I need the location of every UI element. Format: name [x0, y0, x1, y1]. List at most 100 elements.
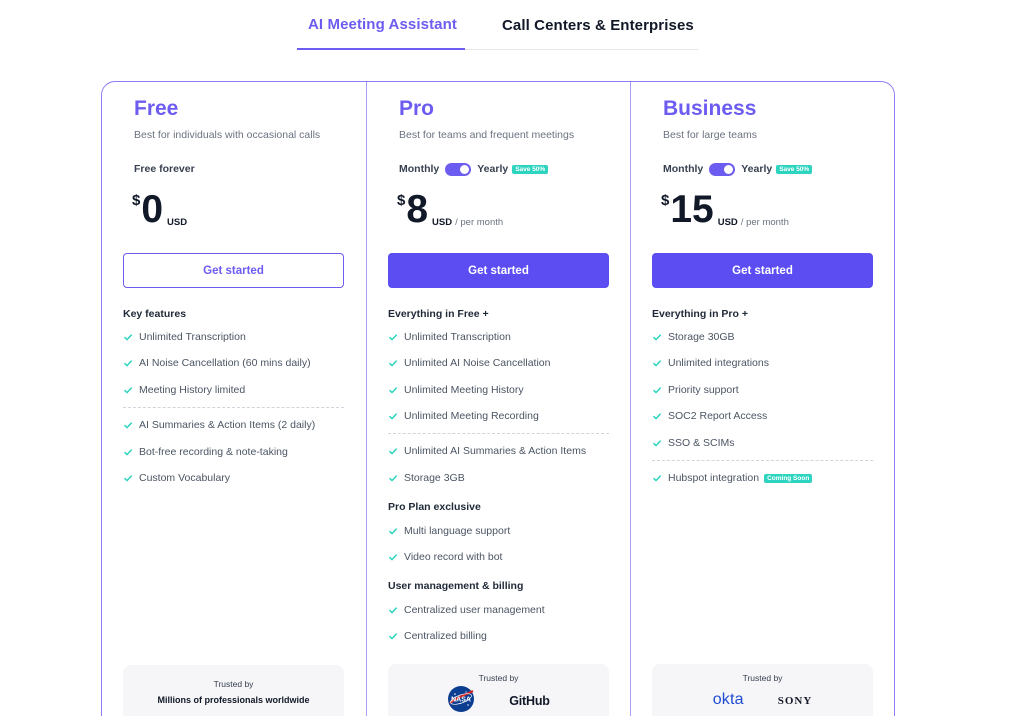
trusted-logos: NASA GitHub	[388, 685, 609, 713]
currency-symbol: $	[397, 192, 406, 209]
feature-item: Unlimited AI Noise Cancellation	[388, 356, 551, 370]
trusted-by-label: Trusted by	[213, 679, 254, 689]
sony-logo: SONY	[777, 694, 813, 707]
feature-item: SSO & SCIMs	[652, 436, 735, 450]
feature-item: Hubspot integration Coming Soon	[652, 471, 813, 485]
feature-item: Unlimited Transcription	[388, 330, 511, 344]
price-amount: 15	[670, 188, 714, 231]
currency-symbol: $	[132, 192, 141, 209]
check-icon	[123, 449, 133, 456]
section-title: Everything in Pro +	[652, 308, 748, 320]
tab-ai-meeting-assistant[interactable]: AI Meeting Assistant	[308, 16, 457, 33]
check-icon	[123, 475, 133, 482]
check-icon	[123, 387, 133, 394]
plan-description: Best for individuals with occasional cal…	[134, 129, 321, 141]
feature-item: Centralized billing	[388, 629, 487, 643]
currency-symbol: $	[661, 192, 670, 209]
yearly-label: Yearly	[477, 163, 509, 175]
feature-item: Unlimited AI Summaries & Action Items	[388, 444, 586, 458]
currency-code: USD	[432, 217, 453, 228]
trusted-logos: okta SONY	[652, 685, 873, 709]
check-icon	[652, 413, 662, 420]
check-icon	[123, 360, 133, 367]
billing-toggle[interactable]	[445, 162, 472, 176]
feature-item: Storage 3GB	[388, 471, 465, 485]
feature-item: Bot-free recording & note-taking	[123, 445, 288, 459]
feature-item: Storage 30GB	[652, 330, 735, 344]
section-divider	[652, 460, 873, 461]
plan-type-tabs: AI Meeting Assistant Call Centers & Ente…	[297, 0, 698, 50]
trusted-by-label: Trusted by	[478, 673, 519, 683]
feature-item: SOC2 Report Access	[652, 409, 767, 423]
section-divider	[123, 407, 344, 408]
plan-price: $ 15 USD / per month	[661, 188, 789, 234]
feature-item: Unlimited Meeting History	[388, 383, 524, 397]
github-logo: GitHub	[509, 694, 550, 708]
yearly-label: Yearly	[741, 163, 773, 175]
check-icon	[652, 360, 662, 367]
get-started-button[interactable]: Get started	[123, 253, 344, 288]
feature-item: Meeting History limited	[123, 383, 245, 397]
svg-text:NASA: NASA	[451, 697, 471, 704]
check-icon	[388, 528, 398, 535]
feature-item: Centralized user management	[388, 603, 545, 617]
monthly-label: Monthly	[399, 163, 440, 175]
plan-description: Best for teams and frequent meetings	[399, 129, 575, 141]
check-icon	[388, 448, 398, 455]
section-divider	[388, 433, 609, 434]
section-title: Everything in Free +	[388, 308, 489, 320]
get-started-button[interactable]: Get started	[652, 253, 873, 288]
feature-item: Custom Vocabulary	[123, 471, 230, 485]
billing-toggle[interactable]	[709, 162, 736, 176]
check-icon	[388, 360, 398, 367]
plan-price: $ 0 USD	[132, 188, 187, 234]
feature-item: Unlimited Transcription	[123, 330, 246, 344]
check-icon	[388, 607, 398, 614]
feature-item: Unlimited integrations	[652, 356, 769, 370]
check-icon	[123, 334, 133, 341]
check-icon	[388, 475, 398, 482]
trusted-by-panel: Trusted by Millions of professionals wor…	[123, 665, 344, 716]
save-badge: Save 50%	[776, 164, 813, 174]
billing-period-switch: Monthly Yearly Save 50%	[399, 162, 549, 176]
pricing-plans: Free Best for individuals with occasiona…	[101, 81, 895, 716]
check-icon	[388, 633, 398, 640]
trusted-by-label: Trusted by	[742, 673, 783, 683]
feature-item: Priority support	[652, 383, 739, 397]
check-icon	[388, 554, 398, 561]
feature-item: Unlimited Meeting Recording	[388, 409, 539, 423]
price-amount: 0	[141, 188, 164, 231]
section-title: Key features	[123, 308, 187, 320]
trusted-by-panel: Trusted by okta SONY	[652, 664, 873, 716]
active-tab-indicator	[297, 48, 465, 50]
trusted-by-panel: Trusted by NASA GitHub	[388, 664, 609, 716]
feature-item: AI Summaries & Action Items (2 daily)	[123, 418, 315, 432]
check-icon	[123, 422, 133, 429]
billing-note: Free forever	[134, 163, 195, 175]
check-icon	[652, 387, 662, 394]
currency-code: USD	[717, 217, 738, 228]
monthly-label: Monthly	[663, 163, 704, 175]
get-started-button[interactable]: Get started	[388, 253, 609, 288]
price-amount: 8	[406, 188, 429, 231]
section-title: User management & billing	[388, 580, 524, 592]
billing-period-switch: Monthly Yearly Save 50%	[663, 162, 813, 176]
plan-pro: Pro Best for teams and frequent meetings…	[366, 82, 630, 716]
nasa-logo: NASA	[448, 686, 475, 712]
feature-item: Multi language support	[388, 524, 510, 538]
check-icon	[652, 334, 662, 341]
check-icon	[652, 440, 662, 447]
coming-soon-badge: Coming Soon	[764, 473, 813, 483]
currency-code: USD	[167, 217, 188, 228]
plan-name: Business	[663, 97, 757, 120]
trusted-by-text: Millions of professionals worldwide	[157, 695, 310, 705]
check-icon	[388, 334, 398, 341]
tab-call-centers-enterprises[interactable]: Call Centers & Enterprises	[502, 17, 694, 34]
plan-price: $ 8 USD / per month	[397, 188, 503, 234]
plan-business: Business Best for large teams Monthly Ye…	[630, 82, 894, 716]
plan-description: Best for large teams	[663, 129, 757, 141]
plan-free: Free Best for individuals with occasiona…	[102, 82, 366, 716]
okta-logo: okta	[712, 691, 744, 708]
section-title: Pro Plan exclusive	[388, 501, 481, 513]
feature-item: AI Noise Cancellation (60 mins daily)	[123, 356, 311, 370]
